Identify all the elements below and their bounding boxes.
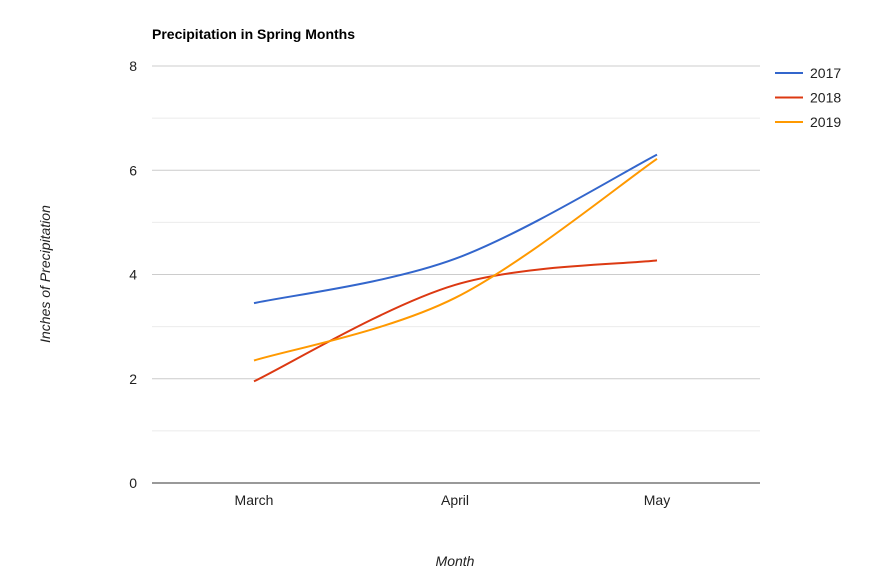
legend-label: 2019 [810, 114, 841, 130]
y-tick-label: 6 [129, 162, 137, 178]
series-line-2017 [253, 153, 658, 305]
x-axis-title: Month [436, 553, 475, 569]
legend-label: 2017 [810, 65, 841, 81]
gridlines [152, 65, 760, 432]
chart-title: Precipitation in Spring Months [152, 26, 355, 42]
y-tick-label: 8 [129, 58, 137, 74]
x-tick-label: May [644, 492, 670, 508]
y-axis-title: Inches of Precipitation [37, 205, 53, 343]
y-tick-label: 2 [129, 371, 137, 387]
y-tick-label: 4 [129, 267, 137, 283]
series-line-2018 [253, 259, 658, 383]
x-tick-label: April [441, 492, 469, 508]
x-tick-label: March [235, 492, 274, 508]
series-line-2019 [253, 157, 658, 362]
series-lines [253, 153, 658, 383]
y-tick-label: 0 [129, 475, 137, 491]
legend-label: 2018 [810, 90, 841, 106]
y-axis-ticks: 0 2 4 6 8 [129, 58, 137, 491]
legend: 2017 2018 2019 [775, 65, 841, 130]
x-axis-ticks: March April May [235, 492, 671, 508]
